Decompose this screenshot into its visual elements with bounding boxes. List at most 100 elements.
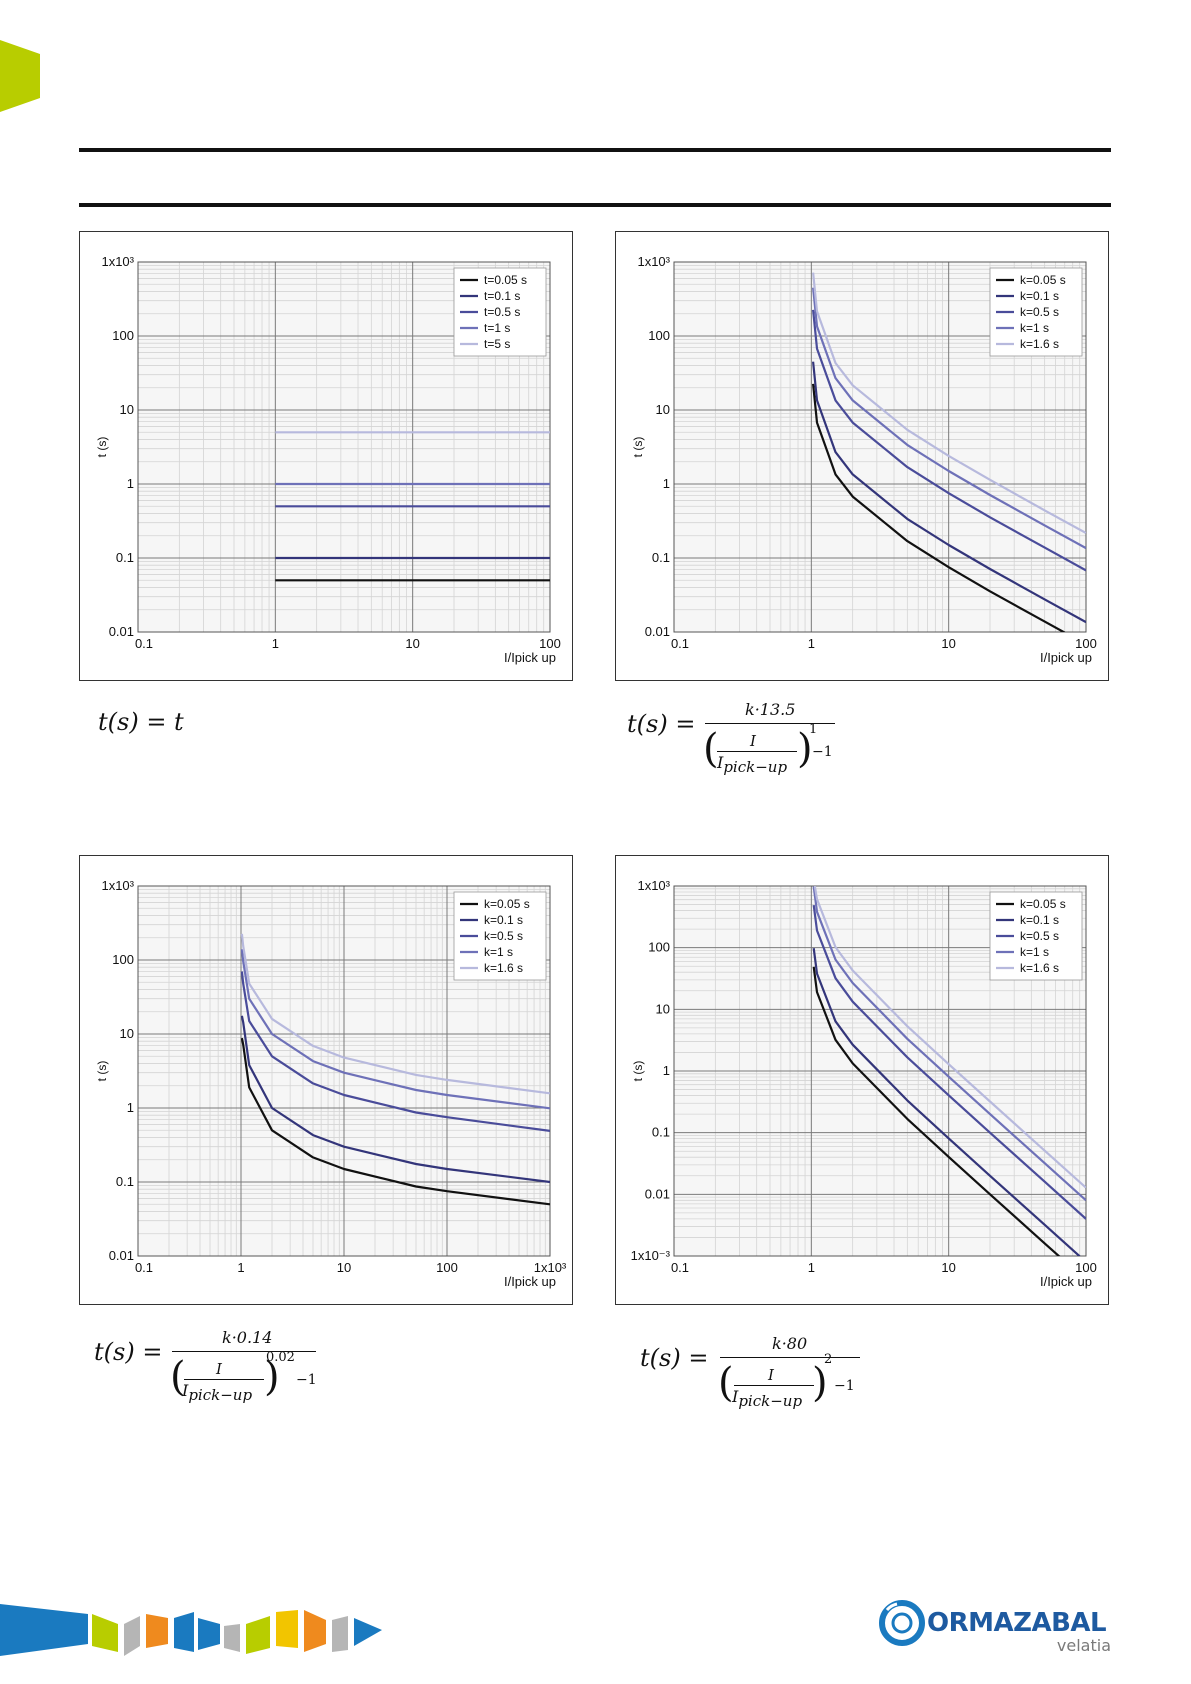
series-line-2 bbox=[240, 1015, 550, 1184]
ormazabal-logo: ORMAZABAL velatia bbox=[879, 1600, 1115, 1662]
legend: t=0.05 s t=0.1 s t=0.5 s t=1 s t=5 s bbox=[453, 267, 547, 357]
y-tick-label: 1x10³ bbox=[101, 878, 134, 893]
x-axis-label: I/Ipick up bbox=[1040, 1274, 1092, 1289]
legend-label: k=1.6 s bbox=[1020, 337, 1059, 351]
formula-numerator: k·0.14 bbox=[222, 1328, 273, 1347]
y-axis-label: t (s) bbox=[631, 1061, 645, 1082]
chart-extremely-inverse-panel: 0.1 1 10 100 1x10⁻³ 0.01 0.1 1 10 100 1x10³ I/Ipick… bbox=[615, 855, 1109, 1305]
brand-name: ORMAZABAL bbox=[927, 1608, 1107, 1638]
y-tick-label: 1 bbox=[663, 1063, 670, 1078]
y-axis-label: t (s) bbox=[95, 1061, 109, 1082]
series-line-3 bbox=[812, 904, 1086, 1220]
series-line-5 bbox=[812, 272, 1086, 534]
plot-frame bbox=[673, 261, 1087, 633]
legend-label: k=1 s bbox=[1020, 945, 1049, 959]
formula-minus-one: −1 bbox=[812, 744, 833, 760]
header-rule-top bbox=[79, 148, 1111, 152]
y-tick-label: 10 bbox=[120, 1026, 134, 1041]
y-tick-label: 1x10³ bbox=[637, 878, 670, 893]
formula-paren-right: ) bbox=[264, 1354, 280, 1400]
footer-decoration bbox=[0, 1604, 382, 1656]
x-tick-label: 100 bbox=[436, 1260, 458, 1275]
legend: k=0.05 s k=0.1 s k=0.5 s k=1 s k=1.6 s bbox=[989, 267, 1083, 357]
y-tick-label: 100 bbox=[112, 328, 134, 343]
chart-very-inverse-panel: 0.1 1 10 100 0.01 0.1 1 10 100 1x10³ I/Ipick up t (… bbox=[615, 231, 1109, 681]
series-line-3 bbox=[240, 971, 550, 1132]
brand-sub: velatia bbox=[1056, 1636, 1111, 1655]
formula-numerator: k·80 bbox=[772, 1334, 808, 1353]
legend-label: t=0.1 s bbox=[484, 289, 520, 303]
x-tick-label: 10 bbox=[337, 1260, 351, 1275]
formula-paren-left: ( bbox=[170, 1354, 186, 1400]
x-axis-label: I/Ipick up bbox=[1040, 650, 1092, 665]
x-axis-label: I/Ipick up bbox=[504, 650, 556, 665]
x-tick-label: 1 bbox=[808, 636, 815, 651]
legend-label: k=1.6 s bbox=[484, 961, 523, 975]
formula-minus-one: −1 bbox=[834, 1378, 855, 1394]
series-line-2 bbox=[812, 948, 1081, 1256]
y-tick-label: 1 bbox=[663, 476, 670, 491]
legend: k=0.05 s k=0.1 s k=0.5 s k=1 s k=1.6 s bbox=[453, 891, 547, 981]
series-group bbox=[275, 431, 550, 582]
legend-label: k=1.6 s bbox=[1020, 961, 1059, 975]
y-tick-label: 1x10³ bbox=[637, 254, 670, 269]
y-tick-label: 1 bbox=[127, 1100, 134, 1115]
formula-paren-left: ( bbox=[718, 1360, 734, 1406]
fraction-bar bbox=[705, 723, 835, 724]
formula-i: I bbox=[750, 732, 756, 750]
y-tick-label: 100 bbox=[112, 952, 134, 967]
y-axis-label: t (s) bbox=[631, 437, 645, 458]
y-tick-label: 100 bbox=[648, 328, 670, 343]
series-line-4 bbox=[812, 287, 1086, 550]
y-tick-label: 1x10³ bbox=[101, 254, 134, 269]
legend-label: t=1 s bbox=[484, 321, 510, 335]
legend-label: k=0.5 s bbox=[484, 929, 523, 943]
series-group bbox=[812, 272, 1086, 632]
corner-accent bbox=[0, 40, 40, 112]
y-tick-label: 0.1 bbox=[652, 1125, 670, 1140]
y-tick-label: 0.01 bbox=[645, 1186, 670, 1201]
plot-frame bbox=[673, 885, 1087, 1257]
y-tick-label: 10 bbox=[120, 402, 134, 417]
legend-label: k=0.05 s bbox=[1020, 273, 1066, 287]
y-tick-label: 0.01 bbox=[109, 624, 134, 639]
series-line-4 bbox=[240, 949, 550, 1110]
series-line-5 bbox=[813, 886, 1086, 1189]
series-line-4 bbox=[812, 886, 1086, 1202]
x-tick-label: 1x10³ bbox=[534, 1260, 567, 1275]
y-tick-label: 10 bbox=[656, 1001, 670, 1016]
header-rule-bottom bbox=[79, 203, 1111, 207]
plot-frame bbox=[137, 261, 551, 633]
legend-label: t=5 s bbox=[484, 337, 510, 351]
x-tick-label: 1 bbox=[808, 1260, 815, 1275]
y-tick-label: 0.1 bbox=[116, 550, 134, 565]
x-tick-label: 0.1 bbox=[671, 1260, 689, 1275]
chart-extremely-inverse: 0.1 1 10 100 1x10⁻³ 0.01 0.1 1 10 100 1x10³ I/Ipick… bbox=[631, 878, 1097, 1289]
ormazabal-emblem-icon bbox=[879, 1600, 925, 1646]
inner-fraction-bar bbox=[734, 1385, 814, 1386]
formula-exponent: 2 bbox=[824, 1352, 833, 1367]
fraction-bar bbox=[720, 1357, 860, 1358]
series-line-2 bbox=[812, 361, 1086, 624]
legend-label: k=0.5 s bbox=[1020, 305, 1059, 319]
formula-definite-time: t(s) = t bbox=[98, 708, 184, 736]
y-tick-label: 0.1 bbox=[116, 1174, 134, 1189]
series-line-1 bbox=[240, 1037, 550, 1206]
series-group bbox=[240, 933, 550, 1206]
inner-fraction-bar bbox=[717, 751, 797, 752]
x-tick-label: 0.1 bbox=[135, 636, 153, 651]
formula-extremely-inverse: t(s) = k·80 ( I Ipick−up ) 2 −1 bbox=[640, 1334, 880, 1424]
formula-ipu: Ipick−up bbox=[732, 1387, 803, 1411]
legend-label: k=0.05 s bbox=[484, 897, 530, 911]
series-line-1 bbox=[812, 966, 1061, 1256]
legend-label: k=0.5 s bbox=[1020, 929, 1059, 943]
y-tick-label: 0.01 bbox=[109, 1248, 134, 1263]
legend-label: k=0.1 s bbox=[1020, 289, 1059, 303]
formula-lhs: t(s) = bbox=[94, 1338, 163, 1366]
formula-very-inverse: t(s) = k·13.5 ( I Ipick−up ) 1 −1 bbox=[627, 700, 857, 790]
formula-numerator: k·13.5 bbox=[745, 700, 796, 719]
chart-normal-inverse-panel: 0.1 1 10 100 1x10³ 0.01 0.1 1 10 100 1x10³ I/Ipick … bbox=[79, 855, 573, 1305]
formula-i: I bbox=[216, 1360, 222, 1378]
